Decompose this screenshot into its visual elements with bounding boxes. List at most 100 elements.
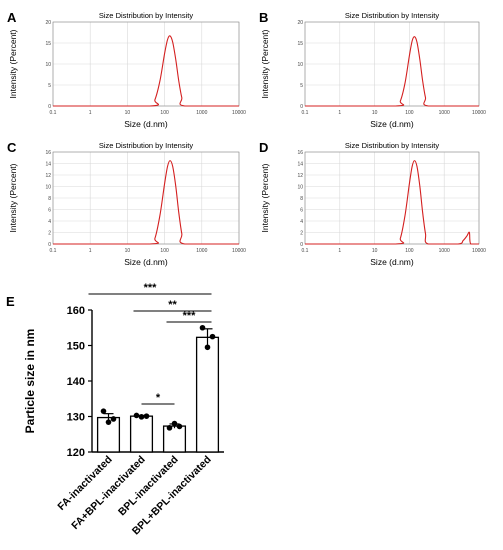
y-tick-a: 20: [45, 20, 51, 26]
y-tick-d: 4: [300, 219, 303, 225]
chart-title-c: Size Distribution by Intensity: [99, 141, 193, 150]
y-tick-c: 6: [48, 208, 51, 214]
x-axis-title-a: Size (d.nm): [124, 119, 168, 129]
x-tick-a: 100: [160, 110, 169, 116]
y-tick-e: 150: [67, 341, 85, 353]
x-axis-title-d: Size (d.nm): [370, 257, 414, 267]
x-tick-a: 1000: [196, 110, 207, 116]
y-tick-b: 15: [297, 41, 303, 47]
x-tick-a: 10000: [232, 110, 246, 116]
x-tick-d: 10000: [472, 248, 486, 254]
x-tick-d: 1: [338, 248, 341, 254]
data-point-1-1: [138, 414, 145, 420]
x-tick-d: 0.1: [302, 248, 309, 254]
x-tick-c: 1: [89, 248, 92, 254]
panel-label-a: A: [7, 10, 17, 25]
x-tick-d: 10: [372, 248, 378, 254]
y-tick-d: 10: [297, 185, 303, 191]
x-tick-a: 0.1: [50, 110, 57, 116]
chart-title-d: Size Distribution by Intensity: [345, 141, 439, 150]
y-tick-c: 12: [45, 173, 51, 179]
significance-label-1: **: [168, 299, 177, 311]
y-axis-title-c: Intensity (Percent): [8, 163, 18, 232]
data-point-2-0: [166, 425, 173, 431]
y-tick-c: 14: [45, 162, 51, 168]
x-tick-c: 10: [125, 248, 131, 254]
data-point-3-2: [209, 333, 216, 340]
y-tick-d: 12: [297, 173, 303, 179]
bar-1: [129, 415, 154, 453]
x-tick-c: 0.1: [50, 248, 57, 254]
data-point-3-1: [204, 344, 211, 351]
y-tick-e: 120: [67, 447, 85, 459]
y-tick-c: 2: [48, 231, 51, 237]
x-tick-d: 100: [405, 248, 414, 254]
data-point-1-2: [143, 413, 150, 419]
data-point-0-0: [100, 408, 107, 414]
series-line-a-0: [53, 35, 239, 107]
x-tick-c: 10000: [232, 248, 246, 254]
chart-title-b: Size Distribution by Intensity: [345, 11, 439, 20]
x-tick-c: 100: [160, 248, 169, 254]
y-tick-d: 0: [300, 242, 303, 248]
panel-label-c: C: [7, 140, 17, 155]
x-tick-b: 1000: [439, 110, 450, 116]
x-tick-b: 0.1: [302, 110, 309, 116]
y-axis-title-a: Intensity (Percent): [8, 29, 18, 98]
y-tick-d: 14: [297, 162, 303, 168]
panel-label-b: B: [259, 10, 268, 25]
y-axis-title-e: Particle size in nm: [23, 329, 37, 434]
series-line-b-0: [305, 36, 479, 107]
y-tick-c: 16: [45, 150, 51, 156]
significance-label-0: ***: [144, 282, 158, 294]
bar-2: [162, 425, 187, 453]
y-tick-c: 0: [48, 242, 51, 248]
x-tick-b: 10: [372, 110, 378, 116]
y-tick-d: 6: [300, 208, 303, 214]
y-tick-e: 130: [67, 412, 85, 424]
x-tick-b: 1: [338, 110, 341, 116]
series-line-d-0: [305, 160, 479, 245]
y-tick-a: 10: [45, 62, 51, 68]
y-tick-d: 16: [297, 150, 303, 156]
x-tick-a: 10: [125, 110, 131, 116]
series-line-c-0: [53, 160, 239, 245]
y-tick-a: 0: [48, 104, 51, 110]
x-tick-b: 10000: [472, 110, 486, 116]
panel-label-d: D: [259, 140, 268, 155]
data-point-2-1: [171, 420, 178, 427]
y-tick-b: 0: [300, 104, 303, 110]
data-point-3-0: [199, 324, 206, 331]
bar-3: [195, 336, 220, 453]
x-tick-b: 100: [405, 110, 414, 116]
y-tick-b: 10: [297, 62, 303, 68]
y-tick-b: 20: [297, 20, 303, 26]
x-axis-title-c: Size (d.nm): [124, 257, 168, 267]
y-tick-d: 8: [300, 196, 303, 202]
y-tick-d: 2: [300, 231, 303, 237]
x-tick-a: 1: [89, 110, 92, 116]
y-axis-title-b: Intensity (Percent): [260, 29, 270, 98]
x-tick-d: 1000: [439, 248, 450, 254]
significance-label-3: *: [156, 392, 161, 404]
significance-label-2: ***: [183, 310, 197, 322]
y-tick-e: 160: [67, 305, 85, 317]
data-point-0-2: [110, 416, 117, 422]
data-point-2-2: [176, 423, 183, 430]
y-tick-e: 140: [67, 376, 85, 388]
data-point-0-1: [105, 419, 112, 425]
x-axis-title-b: Size (d.nm): [370, 119, 414, 129]
x-tick-c: 1000: [196, 248, 207, 254]
y-tick-c: 8: [48, 196, 51, 202]
y-tick-c: 10: [45, 185, 51, 191]
y-tick-b: 5: [300, 83, 303, 89]
panel-label-e: E: [6, 294, 15, 309]
x-category-label-2: BPL-inactivated: [116, 454, 181, 519]
y-tick-c: 4: [48, 219, 51, 225]
chart-title-a: Size Distribution by Intensity: [99, 11, 193, 20]
y-axis-title-d: Intensity (Percent): [260, 163, 270, 232]
y-tick-a: 15: [45, 41, 51, 47]
data-point-1-0: [133, 412, 140, 419]
y-tick-a: 5: [48, 83, 51, 89]
